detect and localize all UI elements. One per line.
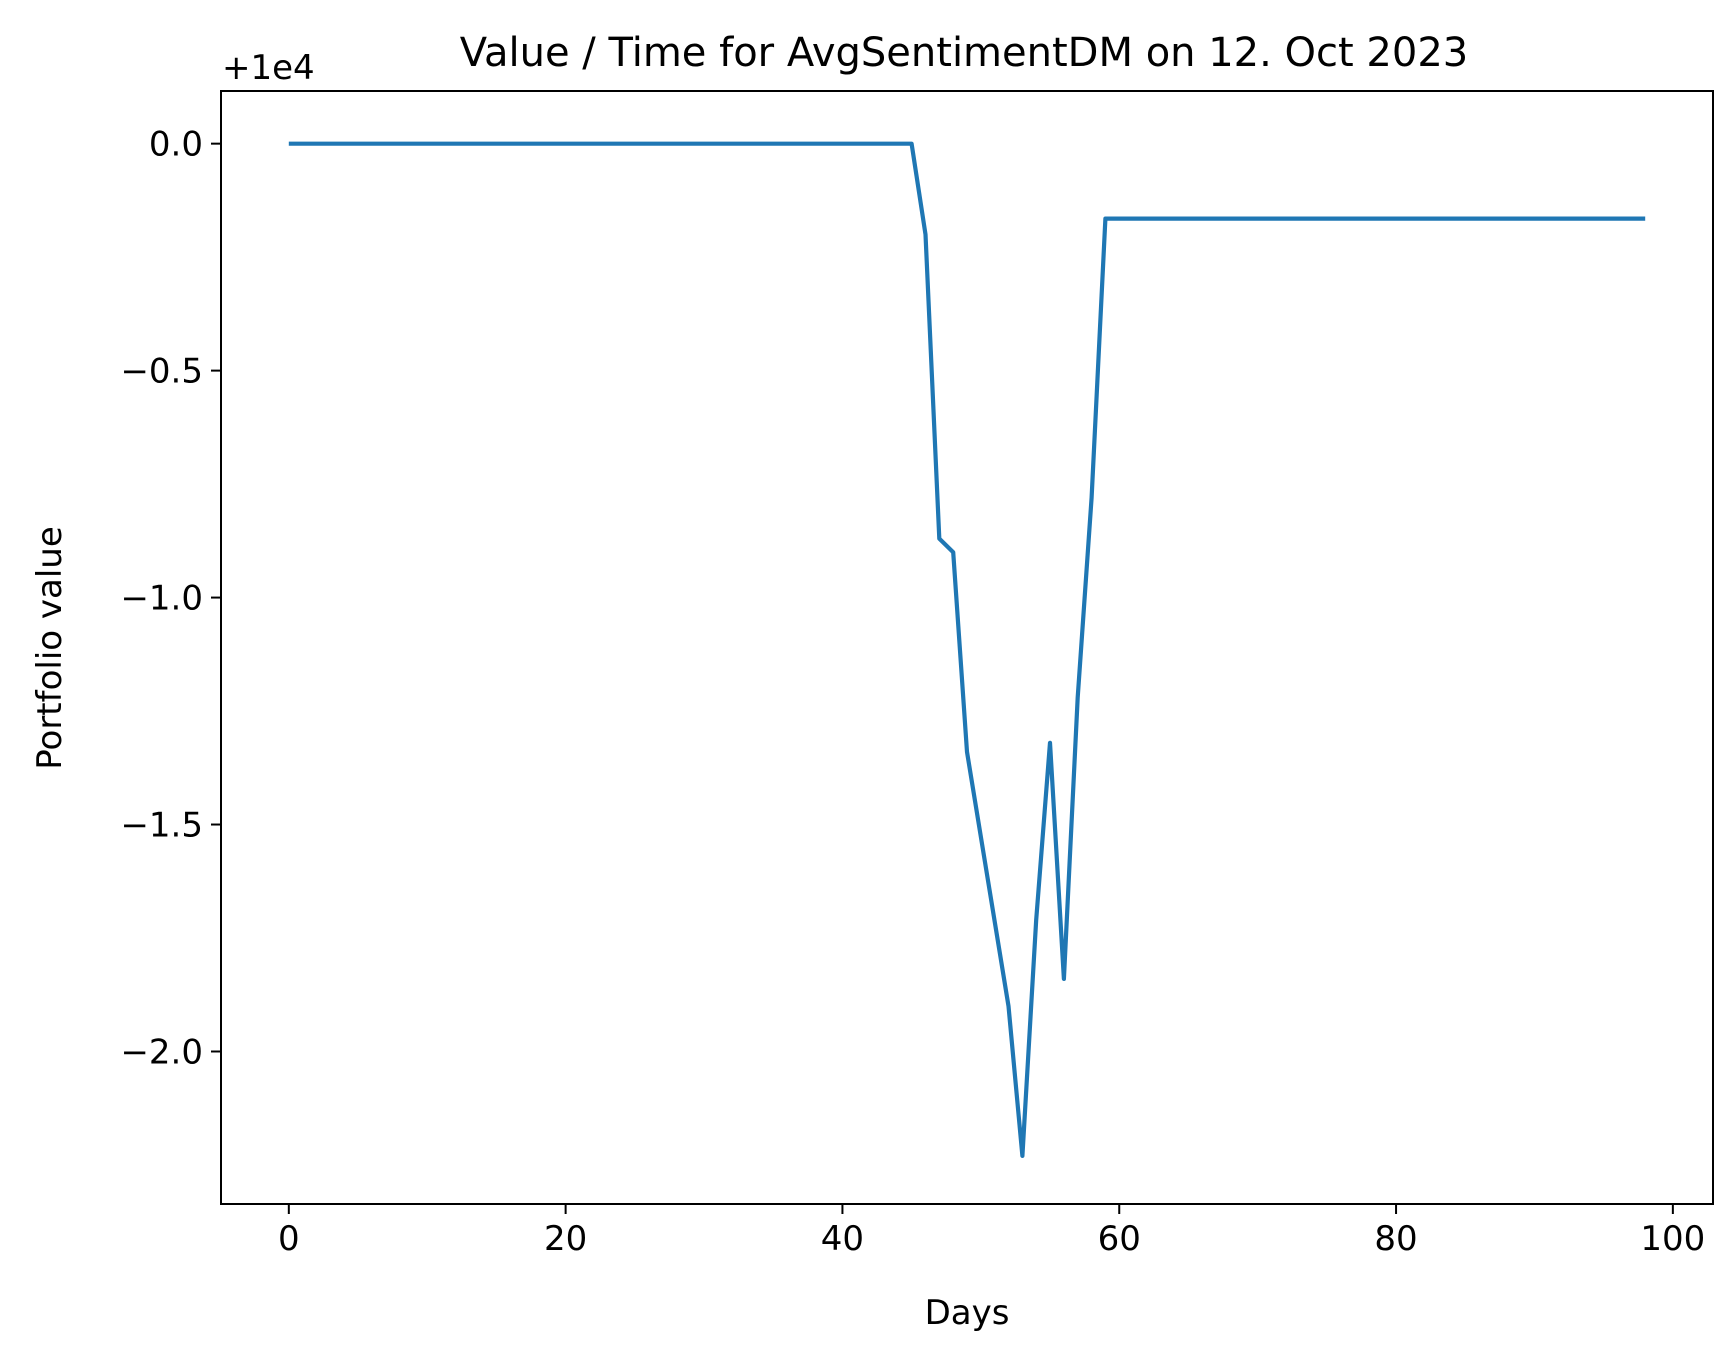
x-tick-label: 80 — [1374, 1219, 1417, 1259]
x-tick-label: 40 — [821, 1219, 864, 1259]
y-offset-label: +1e4 — [222, 48, 315, 88]
y-tick-label: −1.5 — [120, 806, 203, 846]
series-layer — [288, 141, 1646, 1159]
x-tick-label: 60 — [1098, 1219, 1141, 1259]
y-tick-label: −0.5 — [120, 352, 203, 392]
x-axis-ticks: 0 20 40 60 80 100 — [278, 1204, 1705, 1259]
y-axis-ticks: 0.0 −0.5 −1.0 −1.5 −2.0 — [120, 125, 221, 1072]
x-tick-label: 0 — [278, 1219, 300, 1259]
x-tick-label: 100 — [1640, 1219, 1705, 1259]
chart-title: Value / Time for AvgSentimentDM on 12. O… — [460, 30, 1468, 76]
y-axis-label: Portfolio value — [30, 526, 70, 770]
x-tick-label: 20 — [544, 1219, 587, 1259]
plot-area-frame — [220, 90, 1714, 1205]
series-line — [288, 141, 1646, 1159]
y-tick-label: −1.0 — [120, 579, 203, 619]
y-tick-label: 0.0 — [149, 125, 203, 165]
y-tick-label: −2.0 — [120, 1032, 203, 1072]
x-axis-label: Days — [925, 1293, 1010, 1333]
